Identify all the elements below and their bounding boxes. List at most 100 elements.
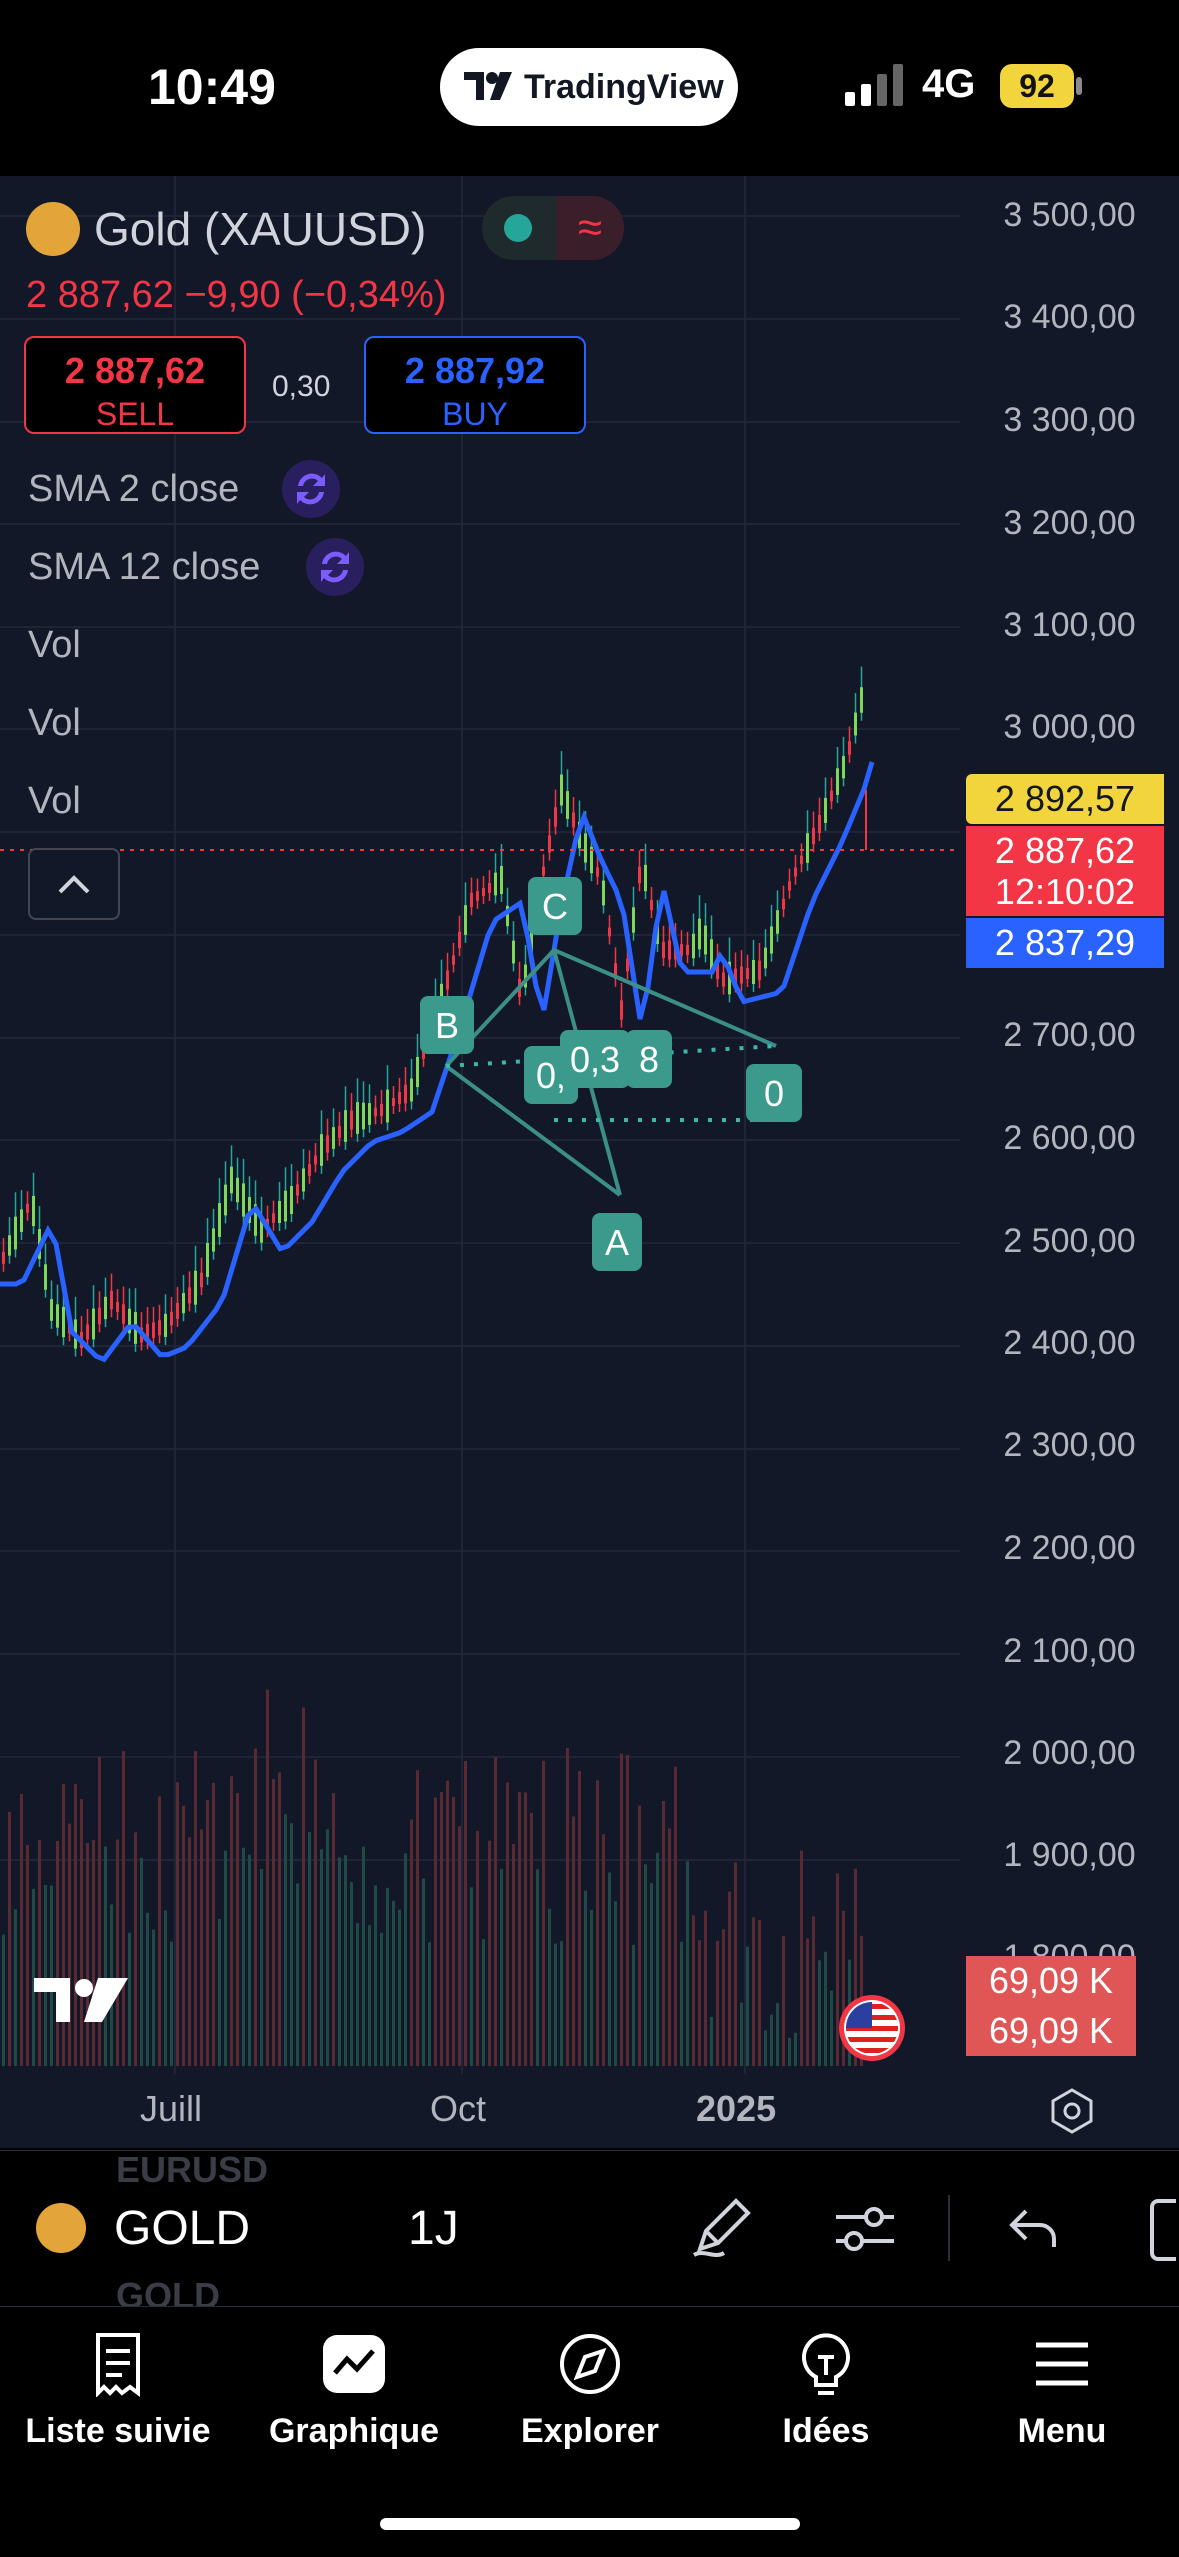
network-type: 4G <box>922 62 976 106</box>
tab-ideas[interactable]: Idées <box>708 2331 944 2451</box>
volume-bar <box>428 1942 431 2066</box>
candle-body <box>32 1195 35 1227</box>
volume-bar <box>230 1776 233 2066</box>
price-tick: 3 300,00 <box>1003 401 1136 439</box>
candle-body <box>776 910 779 934</box>
pattern-point-label[interactable]: B <box>420 996 474 1054</box>
price-chart[interactable]: C B A 0, 0,3 8 0 <box>0 176 1179 2148</box>
volume-bar <box>2 1934 5 2066</box>
buy-button[interactable]: 2 887,92 BUY <box>364 336 586 434</box>
lightbulb-icon <box>802 2333 850 2395</box>
candle-body <box>20 1209 23 1232</box>
refresh-icon[interactable] <box>306 538 364 596</box>
undo-icon[interactable] <box>1004 2201 1062 2259</box>
volume-bar <box>86 1842 89 2066</box>
indicators-sliders-icon[interactable] <box>830 2197 900 2261</box>
volume-bar <box>764 2030 767 2066</box>
volume-bar <box>134 1832 137 2066</box>
time-axis[interactable]: Juill Oct 2025 <box>0 2074 1179 2148</box>
drawing-pen-icon[interactable] <box>688 2193 758 2263</box>
candle-body <box>260 1217 263 1243</box>
battery-nub <box>1076 77 1082 95</box>
indicator-vol[interactable]: Vol <box>28 624 81 666</box>
volume-bar <box>494 1757 497 2066</box>
home-indicator[interactable] <box>380 2518 800 2530</box>
price-tick: 3 400,00 <box>1003 298 1136 336</box>
candle-body <box>92 1308 95 1340</box>
candle-body <box>506 905 509 927</box>
tab-menu[interactable]: Menu <box>944 2331 1179 2451</box>
pattern-point-label[interactable]: C <box>528 877 582 935</box>
volume-bar <box>806 1938 809 2066</box>
volume-bar <box>686 1861 689 2066</box>
volume-bar <box>56 1840 59 2066</box>
volume-bar <box>470 1887 473 2066</box>
indicator-vol[interactable]: Vol <box>28 702 81 744</box>
pattern-point-label[interactable]: A <box>592 1213 642 1271</box>
volume-bar <box>680 1941 683 2066</box>
pattern-point-label[interactable]: 0,3 <box>560 1030 630 1088</box>
candle-body <box>794 867 797 877</box>
indicator-sma-2[interactable]: SMA 2 close <box>28 468 240 510</box>
app-pill[interactable]: TradingView <box>440 48 738 126</box>
tab-label: Idées <box>782 2412 870 2450</box>
settings-icon[interactable] <box>1046 2086 1098 2136</box>
indicator-vol[interactable]: Vol <box>28 780 81 822</box>
volume-bar <box>638 1805 641 2066</box>
volume-bar <box>506 1782 509 2066</box>
volume-bar <box>116 1839 119 2066</box>
indicator-sma-12[interactable]: SMA 12 close <box>28 546 261 588</box>
volume-bar <box>188 1837 191 2066</box>
symbol-button[interactable]: GOLD <box>114 2202 251 2255</box>
sell-button[interactable]: 2 887,62 SELL <box>24 336 246 434</box>
candle-body <box>590 846 593 874</box>
candle-body <box>638 866 641 884</box>
volume-bar <box>182 1805 185 2066</box>
sell-label: SELL <box>95 396 175 432</box>
pattern-label-text: 0,3 <box>570 1039 620 1080</box>
volume-badge: 69,09 K <box>966 2006 1136 2056</box>
chevron-up-icon <box>58 875 90 894</box>
market-status-toggle[interactable]: ≈ <box>482 196 624 260</box>
candle-body <box>704 925 707 955</box>
candle-body <box>554 807 557 827</box>
pattern-point-label[interactable]: 8 <box>626 1030 672 1088</box>
battery-icon: 92 <box>1000 64 1074 108</box>
tab-watchlist[interactable]: Liste suivie <box>0 2331 236 2451</box>
volume-bar <box>578 1771 581 2066</box>
us-flag-icon[interactable] <box>836 1994 912 2064</box>
volume-bar <box>674 1766 677 2066</box>
volume-bar <box>260 1868 263 2066</box>
candle-body <box>764 947 767 969</box>
pattern-point-label[interactable]: 0 <box>746 1064 802 1122</box>
volume-bar <box>296 1883 299 2066</box>
candle-body <box>746 968 749 979</box>
volume-bar <box>326 1829 329 2066</box>
interval-button[interactable]: 1J <box>408 2202 459 2255</box>
price-tick: 3 000,00 <box>1003 708 1136 746</box>
volume-bar <box>146 1912 149 2066</box>
volume-bar <box>488 1840 491 2066</box>
collapse-legend-button[interactable] <box>28 848 120 920</box>
candle-body <box>494 872 497 896</box>
price-tick: 2 300,00 <box>1003 1426 1136 1464</box>
candle-body <box>740 966 743 984</box>
hamburger-icon <box>1036 2342 1088 2386</box>
symbol-title[interactable]: Gold (XAUUSD) <box>94 203 427 255</box>
tab-chart[interactable]: Graphique <box>236 2331 472 2451</box>
tab-explore[interactable]: Explorer <box>472 2331 708 2451</box>
refresh-icon[interactable] <box>282 460 340 518</box>
candle-body <box>632 907 635 933</box>
volume-bar <box>542 1760 545 2066</box>
volume-bar <box>692 1915 695 2066</box>
volume-bar <box>38 1840 41 2066</box>
volume-bar <box>836 1873 839 2066</box>
candle-body <box>668 940 671 960</box>
candle-body <box>26 1203 29 1213</box>
volume-bar <box>572 1816 575 2066</box>
more-tools-icon[interactable] <box>1146 2195 1179 2265</box>
candle-body <box>476 891 479 901</box>
price-scale[interactable]: 3 500,00 3 400,00 3 300,00 3 200,00 3 10… <box>960 176 1179 2074</box>
high-price-badge: 2 892,57 <box>966 774 1164 824</box>
candle-body <box>278 1200 281 1224</box>
